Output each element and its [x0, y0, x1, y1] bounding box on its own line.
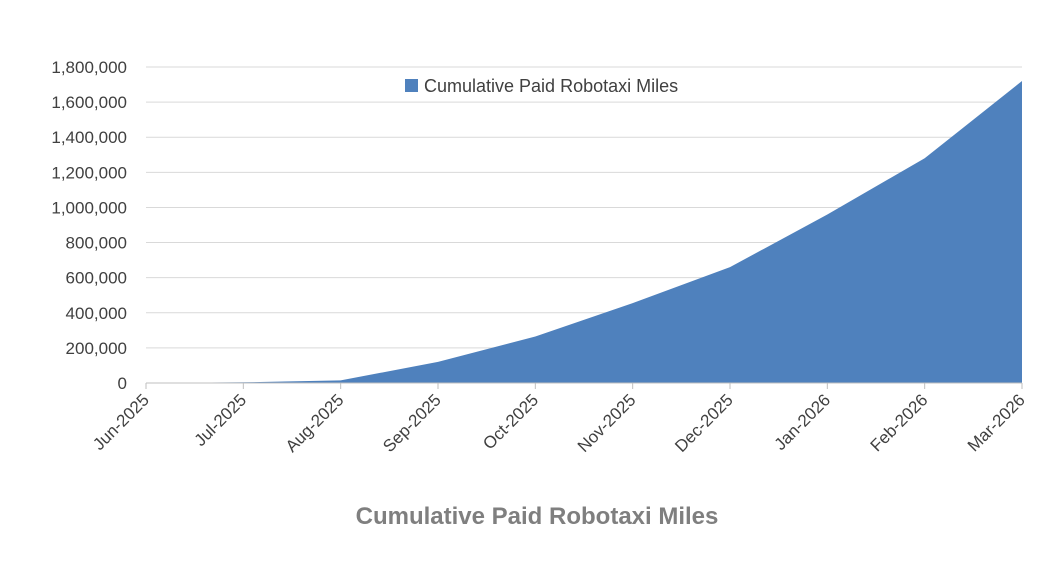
x-tick-label: Jun-2025 [89, 390, 153, 454]
x-tick-label: Sep-2025 [379, 390, 445, 456]
x-tick-label: Oct-2025 [479, 390, 542, 453]
y-tick-label: 1,400,000 [51, 128, 127, 147]
x-tick-label: Nov-2025 [574, 390, 640, 456]
x-tick-label: Jul-2025 [191, 390, 251, 450]
x-tick-label: Mar-2026 [964, 390, 1029, 455]
y-axis-ticks: 0 200,000 400,000 600,000 800,000 1,000,000 1,… [51, 58, 127, 393]
legend: Cumulative Paid Robotaxi Miles [405, 76, 678, 96]
chart-title: Cumulative Paid Robotaxi Miles [356, 503, 719, 530]
y-tick-label: 400,000 [66, 304, 127, 323]
x-axis-ticks: Jun-2025 Jul-2025 Aug-2025 Sep-2025 Oct-2025… [89, 390, 1029, 456]
series-area [146, 81, 1022, 384]
y-tick-label: 1,200,000 [51, 163, 127, 182]
gridlines [146, 66, 1022, 349]
legend-swatch [405, 79, 418, 92]
y-tick-label: 1,800,000 [51, 58, 127, 77]
x-tick-label: Dec-2025 [671, 390, 737, 456]
x-tick-label: Jan-2026 [771, 390, 835, 454]
legend-label: Cumulative Paid Robotaxi Miles [424, 76, 678, 96]
x-tick-label: Feb-2026 [867, 390, 932, 455]
y-tick-label: 800,000 [66, 234, 127, 253]
y-tick-label: 1,000,000 [51, 198, 127, 217]
y-tick-label: 1,600,000 [51, 93, 127, 112]
x-axis [145, 382, 1023, 389]
y-tick-label: 200,000 [66, 339, 127, 358]
y-tick-label: 0 [118, 374, 127, 393]
plot-area [146, 81, 1022, 384]
y-tick-label: 600,000 [66, 269, 127, 288]
x-tick-label: Aug-2025 [282, 390, 348, 456]
